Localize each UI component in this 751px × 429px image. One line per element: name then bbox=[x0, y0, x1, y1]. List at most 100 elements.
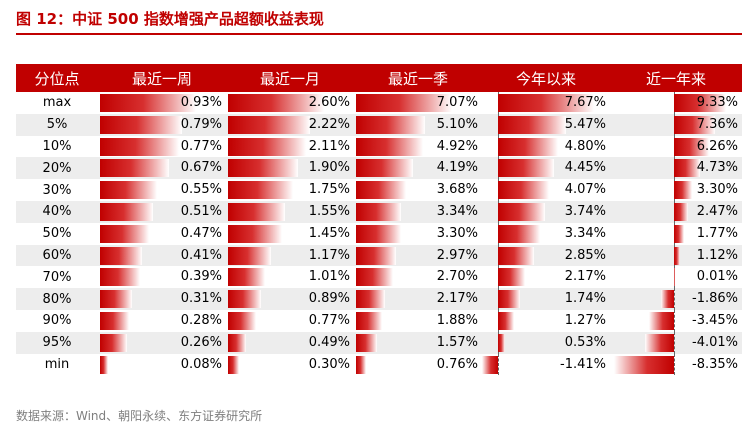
value-label: 0.49% bbox=[308, 334, 350, 350]
zero-axis-line bbox=[674, 288, 675, 310]
value-label: 3.34% bbox=[564, 225, 606, 241]
value-label: -8.35% bbox=[692, 356, 738, 372]
value-cell: 2.97% bbox=[354, 245, 482, 267]
value-cell: 2.22% bbox=[226, 114, 354, 136]
value-label: -3.45% bbox=[692, 312, 738, 328]
value-cell: 1.55% bbox=[226, 201, 354, 223]
value-cell: 0.30% bbox=[226, 354, 354, 376]
data-bar bbox=[498, 333, 505, 352]
value-label: 9.33% bbox=[696, 95, 738, 110]
value-cell: 0.67% bbox=[98, 157, 226, 179]
data-bar bbox=[614, 355, 674, 374]
value-label: 1.75% bbox=[308, 182, 350, 198]
data-bar bbox=[498, 268, 526, 287]
data-bar bbox=[228, 159, 299, 178]
value-label: 0.26% bbox=[180, 334, 222, 350]
value-cell: 1.57% bbox=[354, 332, 482, 354]
value-cell: 5.10% bbox=[354, 114, 482, 136]
value-label: 7.36% bbox=[696, 116, 738, 132]
value-cell: 0.26% bbox=[98, 332, 226, 354]
table-row: 30% 0.55% 1.75% 3.68% 4.07% 3.30% bbox=[16, 179, 742, 201]
column-header: 最近一季 bbox=[387, 69, 448, 88]
value-cell: 0.49% bbox=[226, 332, 354, 354]
data-bar bbox=[100, 355, 109, 374]
value-label: 0.89% bbox=[308, 291, 350, 307]
value-label: -1.86% bbox=[692, 291, 738, 307]
value-label: 0.39% bbox=[180, 269, 222, 285]
value-cell: 4.19% bbox=[354, 157, 482, 179]
value-label: 2.17% bbox=[564, 269, 606, 285]
table-row: 60% 0.41% 1.17% 2.97% 2.85% 1.12% bbox=[16, 244, 742, 267]
percentile-label: 80% bbox=[42, 291, 72, 307]
table-row: 70% 0.39% 1.01% 2.70% 2.17% 0.01% bbox=[16, 266, 742, 289]
value-label: 0.53% bbox=[564, 334, 606, 350]
data-bar bbox=[100, 224, 149, 243]
data-bar bbox=[228, 94, 324, 112]
data-bar bbox=[482, 355, 498, 374]
data-bar bbox=[100, 246, 143, 265]
value-label: 6.26% bbox=[696, 138, 738, 154]
value-cell: 2.47% bbox=[610, 200, 742, 223]
zero-axis-line bbox=[674, 331, 675, 354]
table-header: 分位点 最近一周 最近一月 最近一季 今年以来 近一年来 bbox=[16, 64, 742, 92]
data-bar bbox=[356, 202, 402, 221]
table-row: 10% 0.77% 2.11% 4.92% 4.80% 6.26% bbox=[16, 135, 742, 158]
data-bar bbox=[498, 202, 545, 221]
value-label: 7.67% bbox=[564, 95, 606, 110]
value-cell: 7.36% bbox=[610, 113, 742, 136]
value-label: 2.85% bbox=[564, 247, 606, 263]
value-label: 4.45% bbox=[564, 160, 606, 176]
value-cell: 4.73% bbox=[610, 157, 742, 180]
value-label: 0.79% bbox=[180, 116, 222, 132]
data-bar bbox=[498, 137, 559, 156]
value-label: 1.45% bbox=[308, 225, 350, 241]
value-label: 1.57% bbox=[436, 334, 478, 350]
value-cell: 5.47% bbox=[482, 113, 610, 136]
value-label: 0.76% bbox=[436, 356, 478, 372]
percentile-label: min bbox=[44, 356, 70, 372]
data-bar bbox=[674, 224, 684, 243]
table-row: 20% 0.67% 1.90% 4.19% 4.45% 4.73% bbox=[16, 157, 742, 180]
data-bar bbox=[498, 159, 554, 178]
percentile-label: 50% bbox=[42, 226, 72, 242]
data-bar bbox=[356, 94, 452, 112]
value-label: -4.01% bbox=[692, 334, 738, 350]
value-label: -1.41% bbox=[560, 356, 606, 372]
data-bar bbox=[356, 224, 401, 243]
value-label: 3.68% bbox=[436, 182, 478, 198]
value-label: 0.93% bbox=[180, 95, 222, 110]
data-bar bbox=[100, 137, 180, 156]
data-bar bbox=[356, 115, 426, 134]
data-bar bbox=[356, 181, 406, 200]
value-label: 3.30% bbox=[696, 182, 738, 198]
data-bar bbox=[356, 159, 413, 178]
value-cell: 4.92% bbox=[354, 136, 482, 158]
value-cell: 1.74% bbox=[482, 288, 610, 310]
data-bar bbox=[674, 94, 726, 112]
value-label: 2.97% bbox=[436, 247, 478, 263]
data-bar bbox=[228, 333, 247, 352]
percentile-label: 30% bbox=[42, 182, 72, 198]
value-cell: 3.30% bbox=[610, 179, 742, 201]
value-label: 3.30% bbox=[436, 225, 478, 241]
value-label: 5.10% bbox=[436, 116, 478, 132]
table-row: min 0.08% 0.30% 0.76% -1.41% -8.35% bbox=[16, 353, 742, 376]
value-label: 2.47% bbox=[696, 203, 738, 219]
data-bar bbox=[498, 115, 567, 134]
table-row: 50% 0.47% 1.45% 3.30% 3.34% 1.77% bbox=[16, 222, 742, 245]
value-cell: 6.26% bbox=[610, 135, 742, 158]
value-cell: 4.45% bbox=[482, 157, 610, 180]
value-cell: 0.39% bbox=[98, 266, 226, 288]
table-row: 5% 0.79% 2.22% 5.10% 5.47% 7.36% bbox=[16, 113, 742, 136]
value-label: 4.19% bbox=[436, 160, 478, 176]
value-label: 2.60% bbox=[308, 95, 350, 110]
value-label: 0.31% bbox=[180, 291, 222, 307]
data-bar bbox=[649, 311, 674, 330]
value-cell: 1.01% bbox=[226, 266, 354, 288]
table-row: 40% 0.51% 1.55% 3.34% 3.74% 2.47% bbox=[16, 200, 742, 223]
value-cell: 0.89% bbox=[226, 288, 354, 310]
percentile-label: 60% bbox=[42, 247, 72, 263]
data-bar bbox=[498, 94, 594, 112]
value-cell: -4.01% bbox=[610, 331, 742, 354]
value-label: 0.51% bbox=[180, 203, 222, 219]
